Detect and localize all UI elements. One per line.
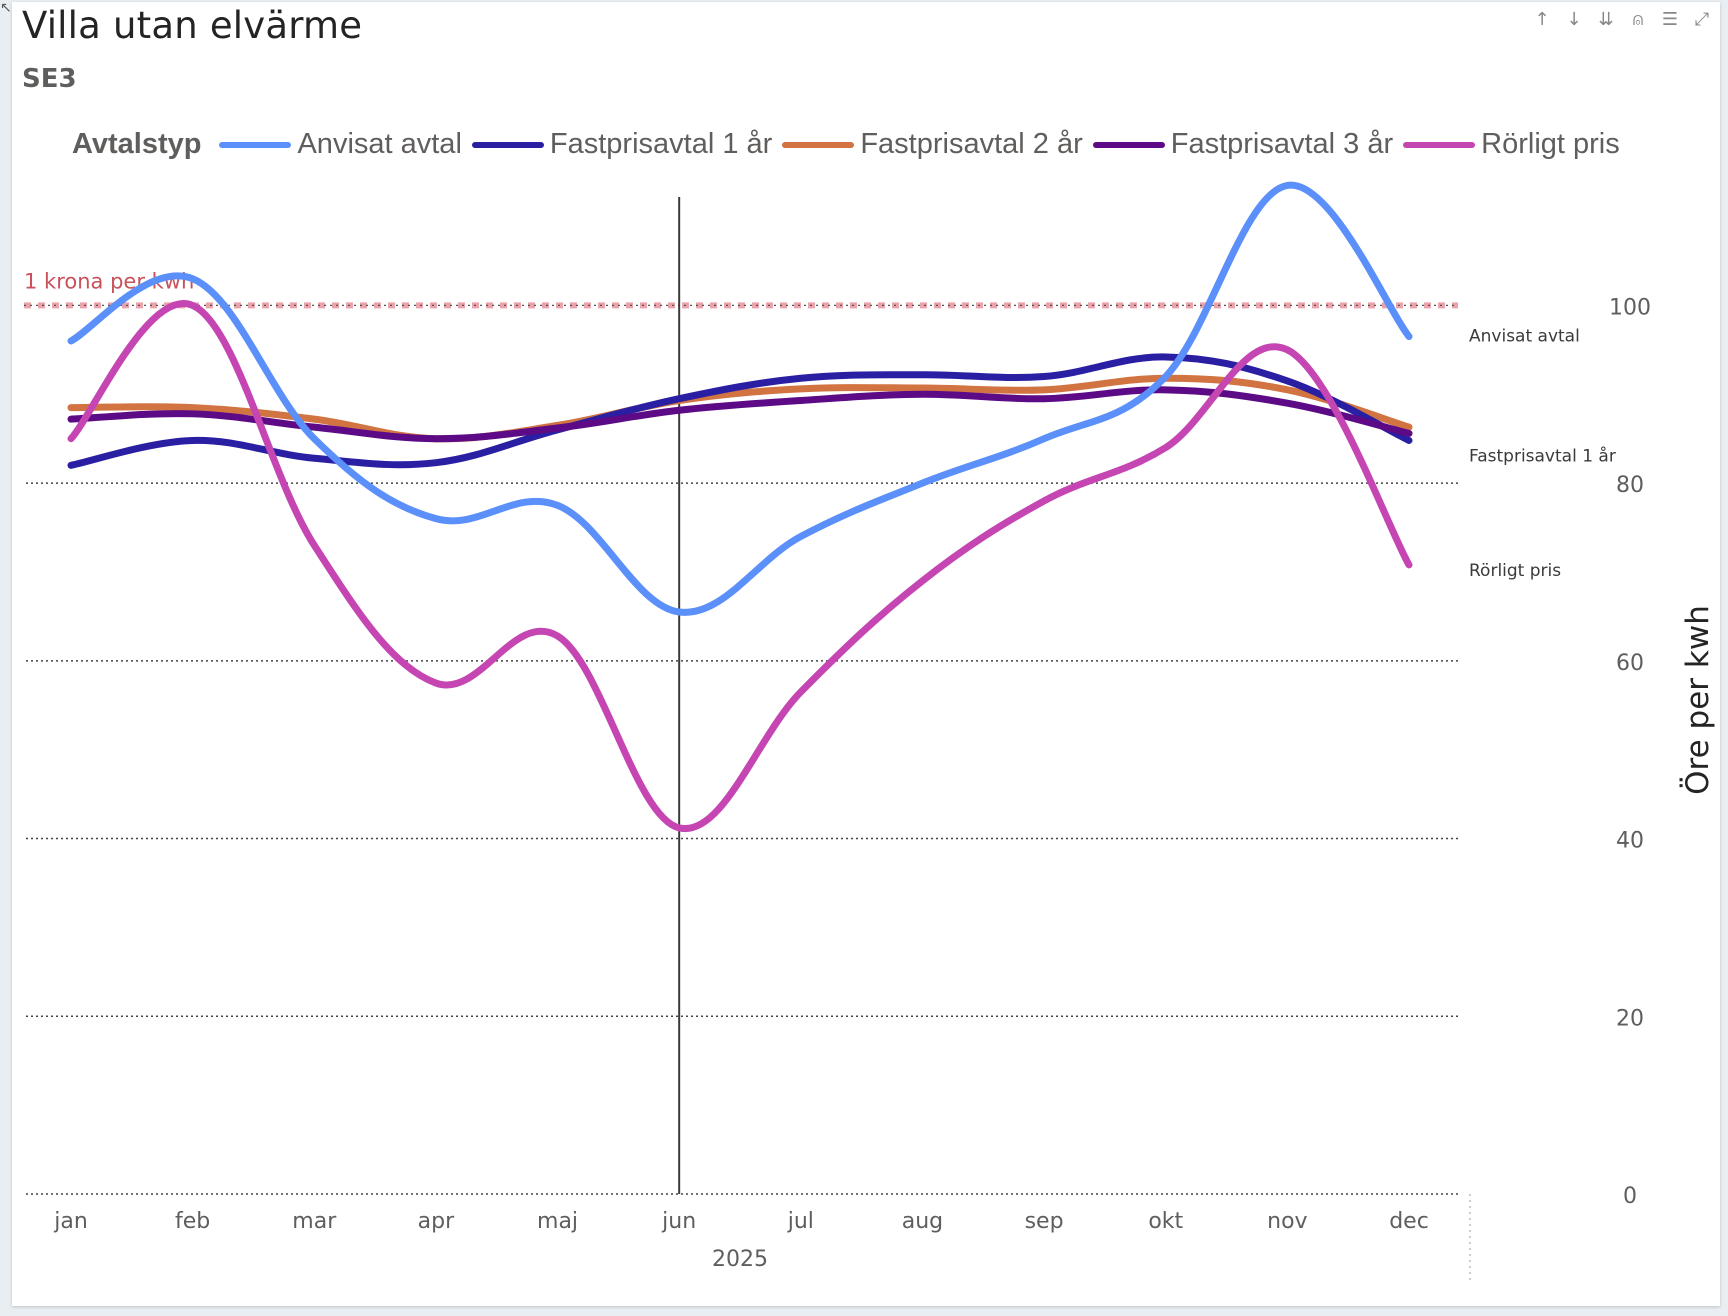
legend-label: Fastprisavtal 1 år — [549, 128, 773, 160]
x-tick-label: mar — [292, 1209, 337, 1234]
y-tick-label: 80 — [1616, 473, 1644, 498]
x-tick-label: jul — [787, 1209, 814, 1234]
expand-all-down-icon[interactable]: ⇊ — [1598, 8, 1614, 30]
legend-label: Rörligt pris — [1481, 128, 1620, 160]
x-tick-label: jan — [53, 1209, 88, 1234]
x-tick-label: sep — [1025, 1209, 1064, 1234]
legend-label: Fastprisavtal 3 år — [1170, 128, 1394, 160]
legend-swatch — [782, 141, 855, 148]
legend-item-anvisat-avtal[interactable]: Anvisat avtal — [219, 128, 462, 161]
legend-label: Anvisat avtal — [297, 128, 462, 160]
chart-title: Villa utan elvärme — [22, 4, 363, 47]
series-line-rorligt-pris — [67, 300, 1413, 832]
legend-item-fastprisavtal-3-ar[interactable]: Fastprisavtal 3 år — [1092, 128, 1394, 161]
x-tick-label: feb — [175, 1209, 210, 1234]
y-tick-label: 100 — [1609, 295, 1651, 320]
legend-title: Avtalstyp — [72, 128, 202, 160]
visual-header-toolbar: ↑ ↓ ⇊ ⍝ ☰ ⤢ — [1532, 8, 1712, 30]
legend-swatch — [1092, 141, 1165, 148]
legend-items: Anvisat avtal Fastprisavtal 1 år Fastprisa… — [219, 128, 1629, 161]
x-tick-label: dec — [1389, 1209, 1429, 1234]
filter-icon[interactable]: ☰ — [1661, 8, 1679, 30]
end-label-anvisat-avtal: Anvisat avtal — [1469, 327, 1580, 347]
legend: Avtalstyp Anvisat avtal Fastprisavtal 1 å… — [72, 128, 1630, 161]
legend-item-fastprisavtal-2-ar[interactable]: Fastprisavtal 2 år — [782, 128, 1083, 161]
y-tick-label: 40 — [1616, 829, 1644, 854]
x-tick-label: aug — [902, 1209, 943, 1234]
drill-up-icon[interactable]: ⍝ — [1632, 8, 1644, 30]
legend-item-rorligt-pris[interactable]: Rörligt pris — [1403, 128, 1620, 161]
sort-descending-icon[interactable]: ↓ — [1566, 8, 1582, 30]
visual-card — [12, 2, 1720, 1306]
chart-subtitle: SE3 — [22, 64, 77, 94]
legend-swatch — [1403, 141, 1476, 148]
x-tick-label: apr — [418, 1209, 455, 1234]
mouse-cursor-icon: ↖ — [0, 0, 12, 16]
y-tick-label: 20 — [1616, 1006, 1644, 1031]
x-tick-label: maj — [537, 1209, 578, 1234]
y-axis-title: Öre per kwh — [1679, 605, 1716, 795]
reference-line-label: 1 krona per kwh — [24, 269, 194, 293]
x-tick-label: nov — [1267, 1209, 1307, 1234]
end-label-fastprisavtal-1-ar: Fastprisavtal 1 år — [1469, 445, 1616, 466]
x-tick-label: jun — [661, 1209, 696, 1234]
sort-ascending-icon[interactable]: ↑ — [1534, 8, 1550, 30]
end-label-rorligt-pris: Rörligt pris — [1469, 561, 1561, 581]
legend-label: Fastprisavtal 2 år — [860, 128, 1083, 160]
legend-swatch — [219, 141, 292, 148]
x-tick-label: okt — [1148, 1209, 1183, 1234]
y-tick-label: 0 — [1623, 1184, 1637, 1209]
legend-item-fastprisavtal-1-ar[interactable]: Fastprisavtal 1 år — [471, 128, 773, 161]
y-tick-label: 60 — [1616, 651, 1644, 676]
x-group-label: 2025 — [712, 1247, 768, 1272]
legend-swatch — [471, 141, 544, 148]
series-line-anvisat-avtal — [67, 181, 1413, 616]
focus-mode-icon[interactable]: ⤢ — [1694, 8, 1710, 30]
